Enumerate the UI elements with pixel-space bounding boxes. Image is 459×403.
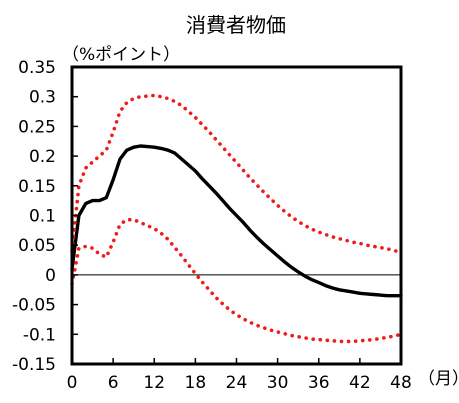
chart-title: 消費者物価 — [186, 13, 286, 37]
x-tick-label: 48 — [390, 373, 412, 393]
y-tick-label: 0.1 — [29, 207, 56, 227]
y-tick-label: 0.25 — [18, 117, 56, 137]
x-tick-label: 42 — [349, 373, 371, 393]
y-tick-label: -0.15 — [12, 355, 56, 375]
y-tick-label: 0 — [45, 266, 56, 286]
series-line-lower-band — [70, 217, 403, 344]
x-tick-label: 18 — [185, 373, 207, 393]
series-line-response — [70, 144, 403, 298]
x-tick-label: 36 — [308, 373, 330, 393]
y-axis-unit-label: （%ポイント） — [62, 45, 180, 65]
series-line-upper-band — [70, 93, 403, 255]
y-tick-label: 0.35 — [18, 58, 56, 78]
x-tick-label: 0 — [67, 373, 78, 393]
x-tick-label: 12 — [143, 373, 165, 393]
y-tick-label: -0.05 — [12, 296, 56, 316]
y-tick-label: 0.05 — [18, 236, 56, 256]
plot-area: 0.35 0.3 0.25 0.2 0.15 0.1 0.05 0 -0.05 -0.1 -0.15… — [12, 58, 412, 393]
x-tick-label: 30 — [267, 373, 289, 393]
x-tick-label: 6 — [108, 373, 119, 393]
y-tick-label: 0.15 — [18, 177, 56, 197]
y-tick-label: 0.2 — [29, 147, 56, 167]
x-tick-label: 24 — [226, 373, 248, 393]
y-tick-label: -0.1 — [23, 325, 56, 345]
y-tick-label: 0.3 — [29, 88, 56, 108]
x-axis-unit-label: （月） — [418, 369, 459, 389]
